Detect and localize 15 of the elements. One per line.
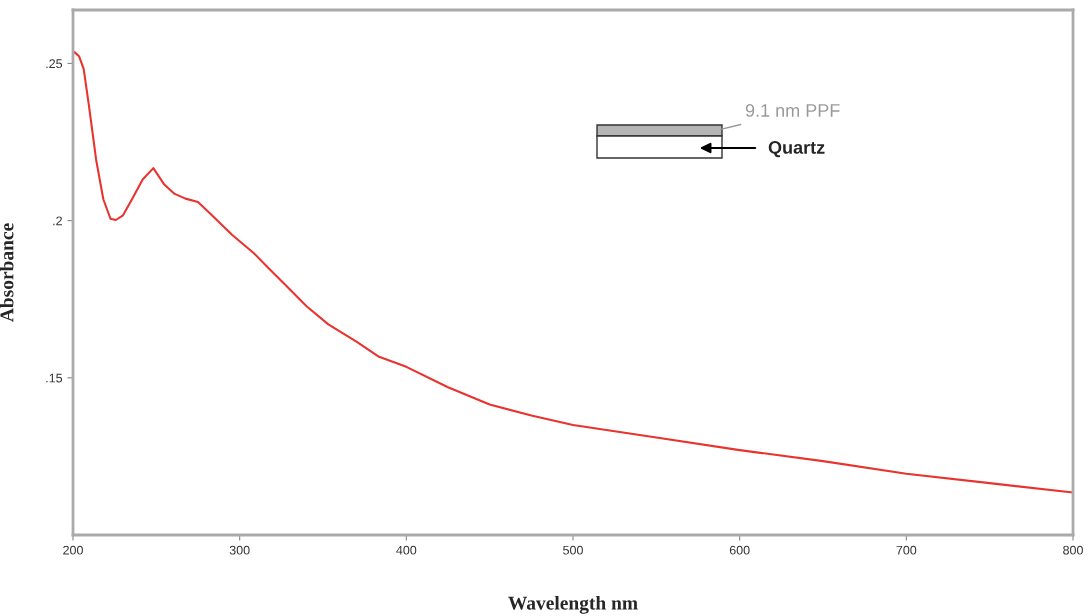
x-tick-label: 300: [229, 545, 250, 555]
x-tick-label: 400: [396, 545, 417, 555]
line-series: [73, 51, 1073, 494]
x-axis-title: Wavelength nm: [508, 595, 638, 614]
annotation: Quartz: [768, 141, 825, 158]
x-tick-label: 500: [563, 545, 583, 555]
y-tick-label: .25: [46, 59, 63, 69]
y-axis-title: Absorbance: [0, 223, 14, 322]
annotation: 9.1 nm PPF: [745, 104, 840, 117]
x-tick-label: 600: [729, 545, 750, 555]
y-tick-label: .15: [46, 373, 63, 383]
y-tick-label: .2: [53, 216, 62, 226]
x-tick-label: 800: [1063, 545, 1083, 555]
x-tick-label: 200: [63, 545, 83, 555]
x-tick-label: 700: [896, 545, 917, 555]
